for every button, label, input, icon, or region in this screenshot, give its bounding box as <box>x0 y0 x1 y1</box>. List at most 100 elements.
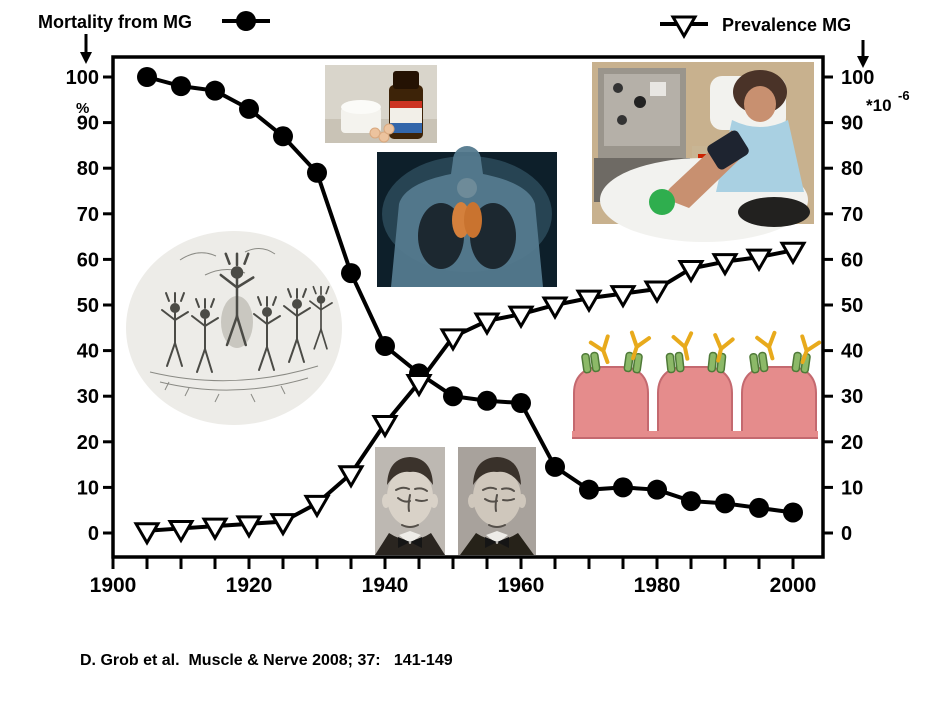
citation-caption: D. Grob et al. Muscle & Nerve 2008; 37: … <box>80 652 453 669</box>
left-axis-tick-label: 50 <box>77 295 99 317</box>
muscle-membrane <box>572 366 818 439</box>
prevalence-point <box>405 374 433 398</box>
right-axis-tick-label: 90 <box>841 113 863 135</box>
data-series <box>133 67 807 546</box>
prevalence-point <box>439 328 467 352</box>
mortality-legend-label: Mortality from MG <box>38 12 192 32</box>
mortality-point <box>511 393 531 414</box>
filled-circle-icon <box>236 11 256 31</box>
pill <box>369 127 381 139</box>
hair <box>387 457 433 485</box>
ptosis-photo-right <box>458 447 536 555</box>
right-axis-tick-label: 80 <box>841 158 863 180</box>
tribal-dance-engraving <box>126 231 342 425</box>
down-arrow-icon <box>857 56 869 68</box>
x-axis-tick-label: 1940 <box>362 574 409 597</box>
left-axis-unit: % <box>76 100 89 117</box>
prevalence-point <box>779 241 807 266</box>
left-axis-tick-label: 70 <box>77 204 99 226</box>
mortality-point <box>171 76 191 97</box>
left-axis-tick-label: 0 <box>88 523 99 545</box>
left-axis-tick-label: 60 <box>77 249 99 271</box>
prevalence-point <box>677 260 705 284</box>
prevalence-legend-label: Prevalence MG <box>722 15 851 35</box>
mortality-point <box>579 479 599 500</box>
mortality-point <box>715 493 735 514</box>
mortality-point <box>375 336 395 357</box>
bow-tie <box>485 537 509 548</box>
ptosis-portraits-photo <box>375 447 536 555</box>
antibodies <box>588 330 822 365</box>
mortality-point <box>307 162 327 183</box>
right-axis-tick-label: 10 <box>841 477 863 499</box>
left-axis-tick-label: 20 <box>77 432 99 454</box>
left-axis-tick-label: 30 <box>77 386 99 408</box>
prevalence-point <box>473 312 501 336</box>
mortality-point <box>205 80 225 101</box>
thyroid <box>457 178 477 198</box>
axes: 0 0 10 10 20 20 30 30 40 40 50 50 60 60 70 70 80 80 90 90 10… <box>66 67 875 597</box>
patient-face <box>744 86 776 122</box>
open-triangle-icon <box>670 15 698 39</box>
prevalence-point <box>133 522 161 546</box>
mortality-point <box>681 491 701 512</box>
thymus-lungs-illustration <box>377 146 557 287</box>
prevalence-point <box>235 515 263 539</box>
mortality-point <box>477 390 497 411</box>
pill <box>383 123 395 135</box>
mortality-point <box>783 502 803 523</box>
prevalence-point <box>269 513 297 537</box>
mortality-point <box>239 98 259 119</box>
mortality-point <box>613 477 633 498</box>
plot-box <box>111 55 825 559</box>
bow-tie <box>398 537 422 548</box>
legend-mortality: Mortality from MG <box>38 11 270 64</box>
prevalence-point <box>371 415 399 439</box>
right-axis-tick-label: 40 <box>841 341 863 363</box>
left-axis-tick-label: 10 <box>77 477 99 499</box>
x-axis-tick-label: 1900 <box>90 574 137 597</box>
prevalence-point <box>167 519 195 544</box>
prevalence-point <box>303 494 331 519</box>
prevalence-point <box>575 289 603 314</box>
mortality-point <box>273 126 293 147</box>
green-squeeze-ball <box>649 189 675 215</box>
prevalence-point <box>541 296 569 320</box>
mortality-point <box>545 456 565 477</box>
thymus-right-lobe <box>464 202 482 238</box>
right-axis-tick-label: 50 <box>841 295 863 317</box>
left-axis-tick-label: 40 <box>77 341 99 363</box>
left-axis-tick-label: 100 <box>66 67 99 89</box>
pill <box>378 131 390 143</box>
legend-prevalence: Prevalence MG <box>660 15 869 68</box>
x-axis-tick-label: 1980 <box>634 574 681 597</box>
x-axis-tick-label: 1960 <box>498 574 545 597</box>
prevalence-point <box>609 285 637 309</box>
medicine-bottle-photo <box>325 65 437 143</box>
right-axis-tick-label: 30 <box>841 386 863 408</box>
prevalence-point <box>337 465 365 489</box>
white-cup <box>341 107 381 133</box>
right-axis-tick-label: 20 <box>841 432 863 454</box>
hair <box>473 457 521 485</box>
prevalence-point <box>201 517 229 542</box>
prevalence-point <box>507 305 535 330</box>
mortality-point <box>749 497 769 518</box>
embedded-images <box>126 62 822 555</box>
plasmapheresis-photo <box>592 62 814 242</box>
ptosis-photo-left <box>375 447 445 555</box>
right-axis-tick-label: 0 <box>841 523 852 545</box>
mortality-point <box>137 67 157 87</box>
x-axis-tick-label: 1920 <box>226 574 273 597</box>
right-axis-unit-exponent: -6 <box>898 88 910 103</box>
bp-cuff <box>707 130 749 170</box>
x-axis-tick-label: 2000 <box>770 574 817 597</box>
mortality-point <box>341 263 361 284</box>
prevalence-point <box>745 248 773 273</box>
right-axis-tick-label: 100 <box>841 67 874 89</box>
down-arrow-icon <box>80 52 92 64</box>
right-axis-unit: *10 <box>866 96 892 115</box>
mortality-point <box>647 479 667 500</box>
